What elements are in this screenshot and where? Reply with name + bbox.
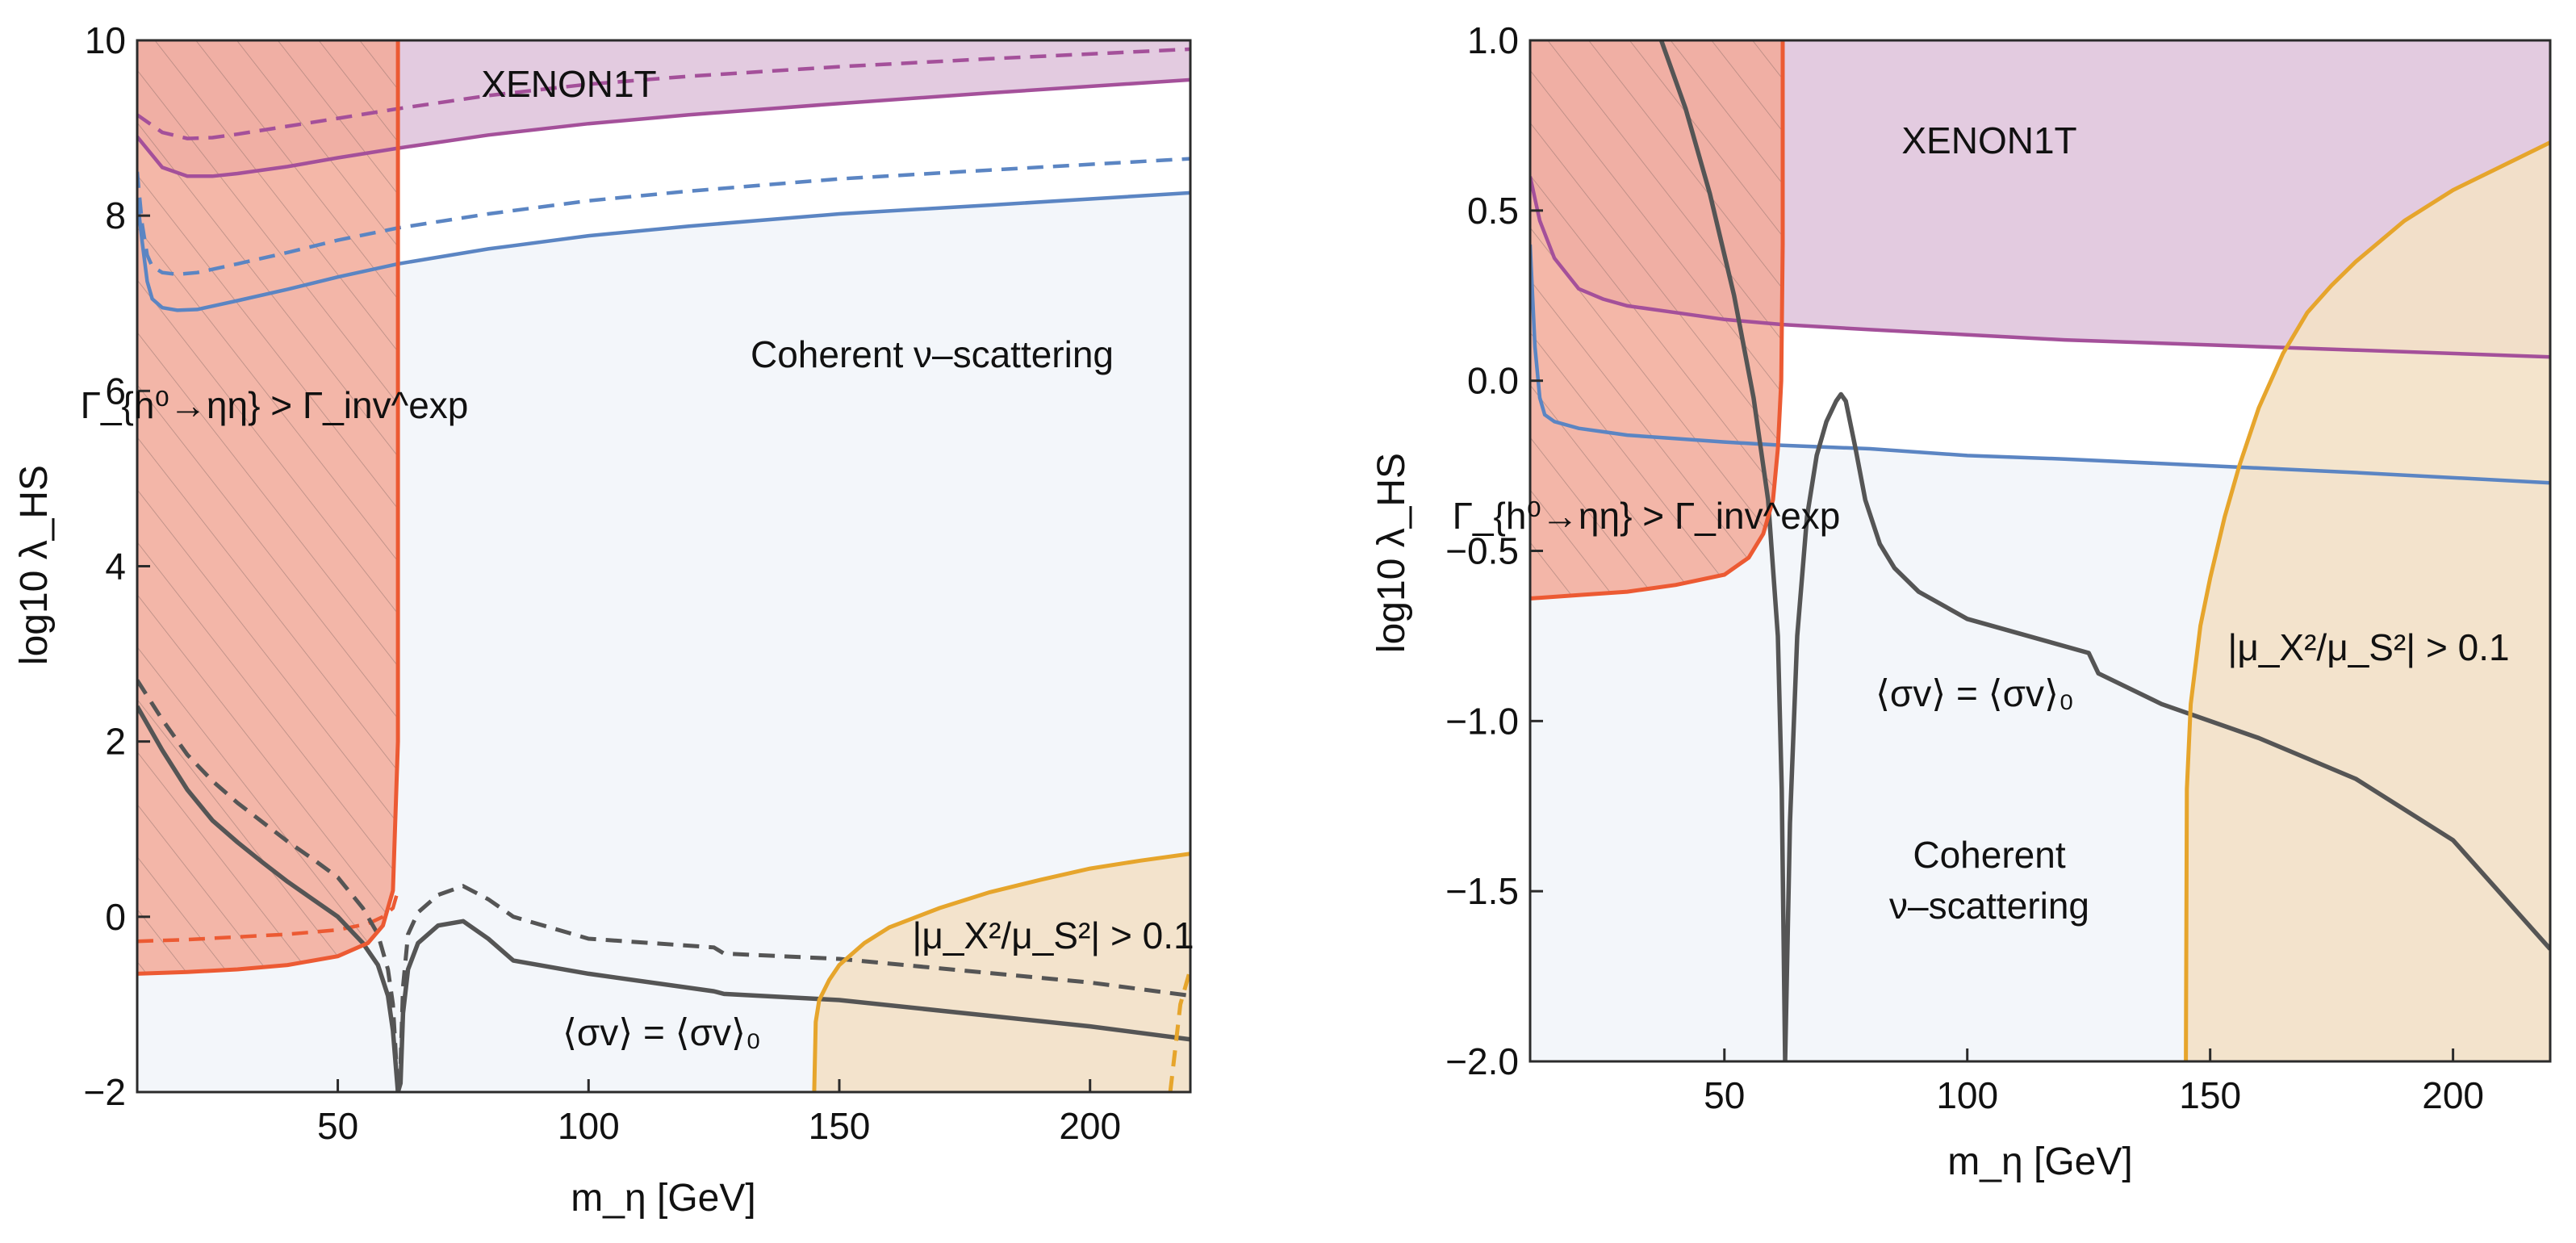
right-y-tick-label: 0.5 <box>1467 190 1519 232</box>
right-mu-label: |μ_X²/μ_S²| > 0.1 <box>2227 626 2509 668</box>
right-xenon-region <box>1530 40 2550 358</box>
left-xenon-curve <box>137 77 1190 178</box>
right-coherent-label-line1: Coherent <box>1913 834 2065 876</box>
right-y-tick-label: −1.0 <box>1445 700 1519 742</box>
left-coherent-region <box>137 192 1190 1092</box>
right-higgs-hatch <box>1530 40 1783 599</box>
left-mu-boundary <box>812 852 1190 1092</box>
left-higgs-label: Γ_{h⁰→ηη} > Γ_inv^exp <box>81 384 469 426</box>
right-y-tick-label: 1.0 <box>1467 19 1519 61</box>
left-y-axis-label: log10 λ_HS <box>13 465 56 665</box>
left-y-tick-label: 4 <box>105 546 126 588</box>
left-higgs-hatch <box>137 40 399 974</box>
left-x-tick-label: 50 <box>317 1105 358 1147</box>
left-y-tick-label: 8 <box>105 195 126 236</box>
right-y-ticks: −2.0 −1.5 −1.0 −0.5 0.0 0.5 1.0 <box>1445 19 1543 1082</box>
left-xenon-dashed-curve <box>137 47 1190 140</box>
left-relic-label: ⟨σv⟩ = ⟨σv⟩₀ <box>562 1011 761 1053</box>
left-mu-dashed-curve <box>1168 969 1190 1092</box>
right-x-axis-label: m_η [GeV] <box>1947 1140 2132 1183</box>
right-x-tick-label: 200 <box>2422 1074 2484 1116</box>
right-higgs-boundary <box>1530 40 1785 601</box>
right-xenon-label: XENON1T <box>1901 119 2076 161</box>
left-x-ticks: 50 100 150 200 <box>317 1079 1121 1147</box>
left-xenon-region <box>137 40 1190 177</box>
right-coherent-curve <box>1530 244 2550 485</box>
right-y-tick-label: −2.0 <box>1445 1040 1519 1082</box>
left-y-tick-label: 2 <box>105 721 126 763</box>
left-xenon-label: XENON1T <box>481 63 656 105</box>
left-y-tick-label: 10 <box>85 19 126 61</box>
left-higgs-dashed-curve <box>137 889 400 944</box>
left-relic-dashed-curve <box>137 679 1190 1092</box>
left-higgs-boundary <box>137 40 400 976</box>
right-xenon-curve <box>1530 176 2550 359</box>
right-x-ticks: 50 100 150 200 <box>1704 1048 2484 1116</box>
left-panel: 50 100 150 200 −2 0 2 4 6 8 10 m_η [GeV]… <box>13 19 1194 1220</box>
left-mu-label: |μ_X²/μ_S²| > 0.1 <box>912 914 1194 956</box>
right-mu-region <box>2185 142 2550 1061</box>
left-x-tick-label: 100 <box>558 1105 620 1147</box>
right-y-tick-label: −0.5 <box>1445 530 1519 572</box>
right-y-tick-label: 0.0 <box>1467 360 1519 402</box>
right-y-tick-label: −1.5 <box>1445 870 1519 912</box>
left-x-tick-label: 200 <box>1059 1105 1121 1147</box>
left-y-tick-label: −2 <box>84 1071 126 1113</box>
left-x-tick-label: 150 <box>809 1105 871 1147</box>
right-coherent-label-line2: ν–scattering <box>1889 885 2089 927</box>
right-plot-area <box>1530 40 2550 1061</box>
left-plot-area <box>137 40 1190 1092</box>
right-x-tick-label: 50 <box>1704 1074 1745 1116</box>
left-coherent-label: Coherent ν–scattering <box>751 333 1114 375</box>
right-higgs-label: Γ_{h⁰→ηη} > Γ_inv^exp <box>1453 495 1841 537</box>
right-relic-label: ⟨σv⟩ = ⟨σv⟩₀ <box>1876 672 2074 714</box>
right-y-axis-label: log10 λ_HS <box>1370 453 1413 653</box>
right-relic-curve <box>1658 40 2550 1061</box>
right-mu-boundary <box>2184 140 2550 1061</box>
left-x-axis-label: m_η [GeV] <box>571 1177 755 1220</box>
left-coherent-dashed-curve <box>137 157 1190 277</box>
left-y-ticks: −2 0 2 4 6 8 10 <box>84 19 150 1113</box>
left-coherent-curve <box>137 190 1190 312</box>
left-y-tick-label: 6 <box>105 370 126 412</box>
right-x-tick-label: 100 <box>1936 1074 1998 1116</box>
right-panel: 50 100 150 200 −2.0 −1.5 −1.0 −0.5 0.0 0… <box>1370 19 2552 1183</box>
left-y-tick-label: 0 <box>105 896 126 938</box>
right-x-tick-label: 150 <box>2179 1074 2241 1116</box>
